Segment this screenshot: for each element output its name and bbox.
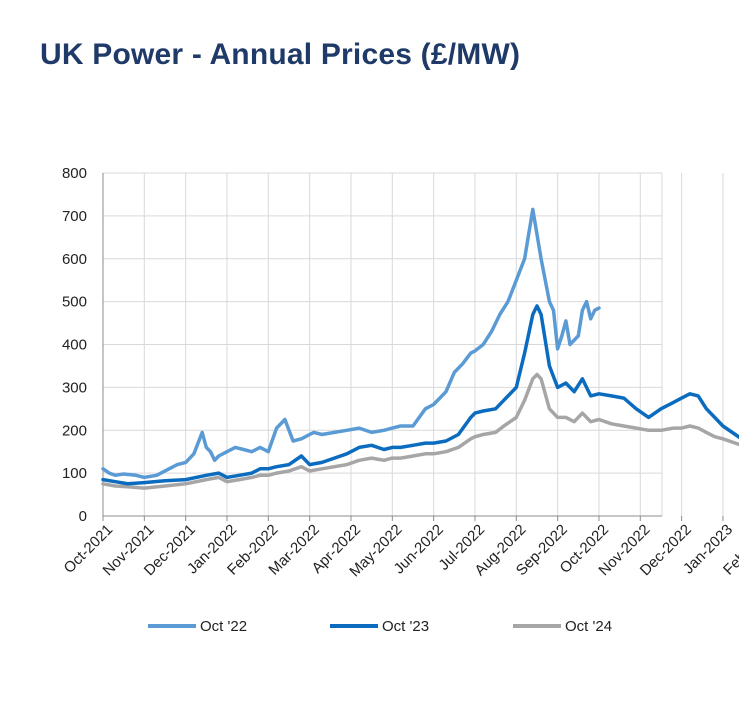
- chart-title: UK Power - Annual Prices (£/MW): [40, 38, 521, 71]
- legend-label: Oct '23: [382, 618, 429, 635]
- y-tick-label: 0: [79, 508, 87, 525]
- y-tick-label: 100: [62, 465, 87, 482]
- legend-item: Oct '24: [513, 618, 612, 635]
- y-tick-labels: 0 100 200 300 400 500 600 700 800: [62, 165, 87, 525]
- series-lines: [101, 207, 739, 490]
- gridlines: [103, 172, 724, 516]
- y-tick-label: 800: [62, 165, 87, 182]
- x-tick-labels: Oct-2021Nov-2021Dec-2021Jan-2022Feb-2022…: [61, 521, 739, 580]
- series-line: [101, 304, 739, 486]
- y-tick-label: 700: [62, 208, 87, 225]
- y-tick-label: 500: [62, 294, 87, 311]
- y-tick-label: 600: [62, 251, 87, 268]
- legend: Oct '22 Oct '23 Oct '24: [148, 618, 612, 635]
- y-tick-label: 200: [62, 422, 87, 439]
- y-tick-label: 300: [62, 379, 87, 396]
- axes: [102, 173, 724, 521]
- legend-item: Oct '23: [330, 618, 429, 635]
- legend-label: Oct '24: [565, 618, 612, 635]
- y-tick-label: 400: [62, 337, 87, 354]
- legend-item: Oct '22: [148, 618, 247, 635]
- series-line: [101, 207, 601, 480]
- legend-label: Oct '22: [200, 618, 247, 635]
- series-line: [101, 372, 739, 490]
